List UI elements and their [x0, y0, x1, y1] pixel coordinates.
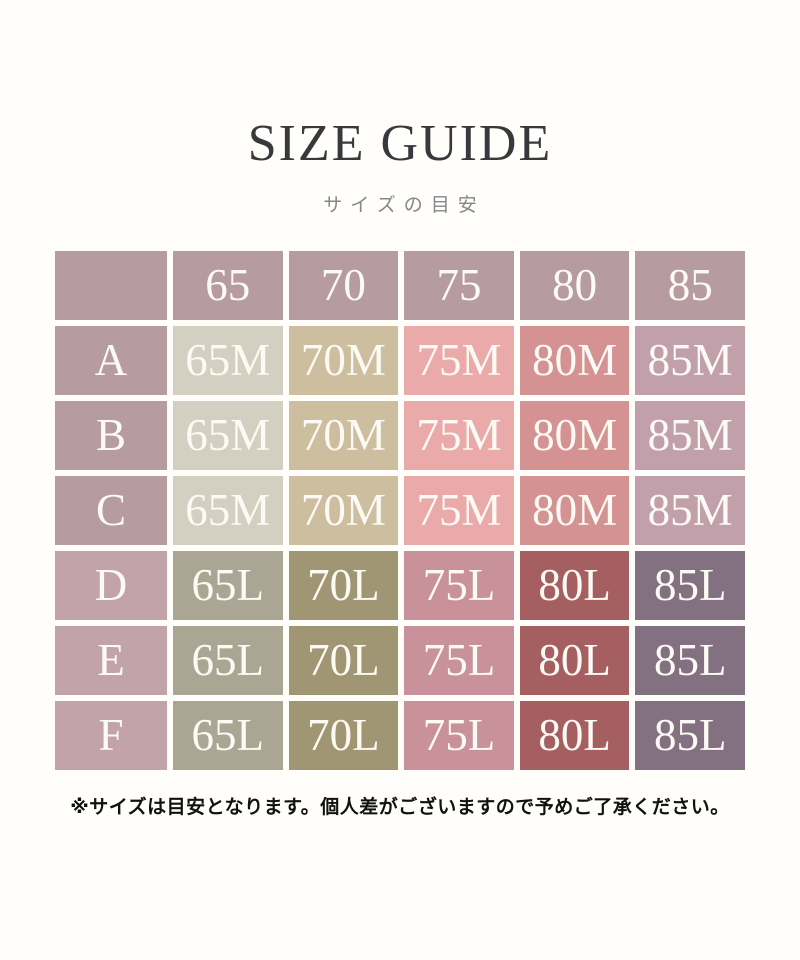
size-cell-D-65: 65L	[173, 550, 283, 620]
size-cell-B-75: 75M	[404, 400, 514, 470]
page-title: SIZE GUIDE	[247, 115, 553, 172]
size-cell-C-70: 70M	[288, 475, 399, 545]
size-cell-C-65: 65M	[173, 475, 283, 545]
row-label-D: D	[55, 550, 167, 620]
column-header-85: 85	[635, 250, 745, 320]
size-cell-F-80: 80L	[519, 700, 630, 770]
size-cell-E-75: 75L	[404, 625, 514, 695]
row-label-C: C	[55, 475, 167, 545]
row-label-F: F	[55, 700, 167, 770]
column-header-80: 80	[519, 250, 630, 320]
table-corner-cell	[55, 250, 167, 320]
size-cell-D-75: 75L	[404, 550, 514, 620]
size-cell-E-70: 70L	[288, 625, 399, 695]
size-cell-F-70: 70L	[288, 700, 399, 770]
column-header-75: 75	[404, 250, 514, 320]
size-cell-F-65: 65L	[173, 700, 283, 770]
size-cell-F-85: 85L	[635, 700, 745, 770]
size-cell-B-85: 85M	[635, 400, 745, 470]
size-cell-A-85: 85M	[635, 325, 745, 395]
column-header-70: 70	[288, 250, 399, 320]
size-cell-D-80: 80L	[519, 550, 630, 620]
column-header-65: 65	[173, 250, 283, 320]
size-cell-D-85: 85L	[635, 550, 745, 620]
size-cell-C-75: 75M	[404, 475, 514, 545]
size-cell-A-75: 75M	[404, 325, 514, 395]
size-guide-table: 65 70 75 80 85 A 65M 70M 75M 80M 85M B 65M 70M 75M 80M 8…	[55, 250, 745, 770]
size-cell-E-80: 80L	[519, 625, 630, 695]
size-cell-D-70: 70L	[288, 550, 399, 620]
size-cell-C-80: 80M	[519, 475, 630, 545]
row-label-A: A	[55, 325, 167, 395]
size-cell-A-70: 70M	[288, 325, 399, 395]
size-cell-B-80: 80M	[519, 400, 630, 470]
size-cell-F-75: 75L	[404, 700, 514, 770]
size-cell-C-85: 85M	[635, 475, 745, 545]
size-cell-A-65: 65M	[173, 325, 283, 395]
page-subtitle: サイズの目安	[323, 195, 485, 216]
size-cell-E-85: 85L	[635, 625, 745, 695]
size-cell-B-70: 70M	[288, 400, 399, 470]
row-label-B: B	[55, 400, 167, 470]
row-label-E: E	[55, 625, 167, 695]
size-guide-page: SIZE GUIDE サイズの目安 65 70 75 80 85 A 65M 70M 75M 80…	[55, 115, 745, 818]
disclaimer-note: ※サイズは目安となります。個人差がございますので予めご了承ください。	[70, 796, 730, 818]
size-cell-A-80: 80M	[519, 325, 630, 395]
size-cell-B-65: 65M	[173, 400, 283, 470]
size-cell-E-65: 65L	[173, 625, 283, 695]
